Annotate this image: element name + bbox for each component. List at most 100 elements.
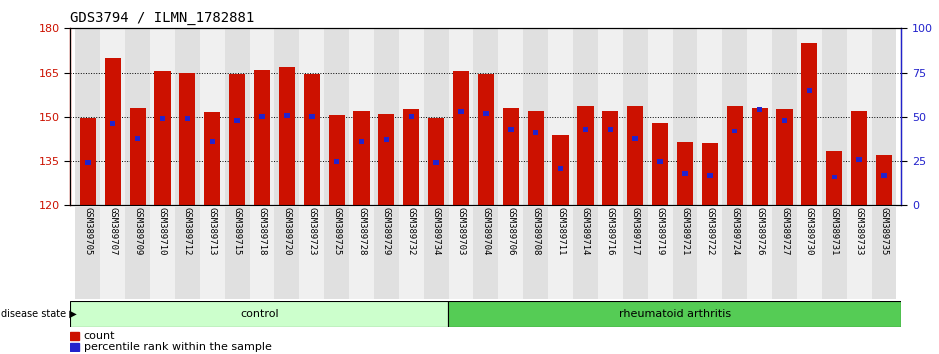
Bar xyxy=(533,130,538,135)
Text: GSM389735: GSM389735 xyxy=(880,207,888,256)
Bar xyxy=(657,159,663,164)
Bar xyxy=(70,343,79,351)
Bar xyxy=(652,123,669,205)
Bar xyxy=(502,108,519,205)
Text: GSM389718: GSM389718 xyxy=(257,207,267,256)
Text: GSM389707: GSM389707 xyxy=(108,207,117,256)
Bar xyxy=(548,207,573,299)
Bar xyxy=(882,173,886,178)
Bar xyxy=(598,28,623,205)
Bar xyxy=(150,207,175,299)
Bar xyxy=(279,67,295,205)
Bar xyxy=(826,151,842,205)
Bar xyxy=(309,114,315,119)
Bar xyxy=(801,43,818,205)
Bar xyxy=(573,28,598,205)
Bar xyxy=(449,207,473,299)
Bar xyxy=(160,116,165,121)
Bar xyxy=(259,114,265,119)
Bar xyxy=(847,207,871,299)
Bar xyxy=(250,28,274,205)
Bar xyxy=(822,28,847,205)
Bar xyxy=(378,114,394,205)
Bar xyxy=(374,28,399,205)
Bar xyxy=(329,115,345,205)
Bar xyxy=(250,207,274,299)
Text: GSM389711: GSM389711 xyxy=(556,207,565,256)
Bar xyxy=(484,111,488,116)
Bar xyxy=(235,118,239,123)
Text: GSM389725: GSM389725 xyxy=(332,207,341,256)
Text: count: count xyxy=(84,331,115,341)
Bar xyxy=(623,207,648,299)
Bar xyxy=(408,114,414,119)
Bar xyxy=(871,207,897,299)
Bar xyxy=(707,173,713,178)
Bar xyxy=(777,109,793,205)
Bar xyxy=(254,70,270,205)
Bar xyxy=(772,207,797,299)
Bar xyxy=(70,301,448,327)
Bar xyxy=(822,207,847,299)
Bar xyxy=(209,139,215,144)
Bar xyxy=(523,207,548,299)
Bar xyxy=(577,107,593,205)
Bar xyxy=(458,109,464,114)
Bar xyxy=(334,159,339,164)
Text: GSM389730: GSM389730 xyxy=(805,207,814,256)
Text: GSM389703: GSM389703 xyxy=(456,207,466,256)
Bar xyxy=(747,207,772,299)
Bar xyxy=(154,71,171,205)
Bar xyxy=(285,113,289,118)
Bar xyxy=(100,28,125,205)
Bar xyxy=(453,71,470,205)
Bar xyxy=(448,301,901,327)
Text: GSM389727: GSM389727 xyxy=(780,207,789,256)
Bar xyxy=(324,207,349,299)
Bar xyxy=(200,28,224,205)
Bar xyxy=(732,129,737,133)
Text: GSM389728: GSM389728 xyxy=(357,207,366,256)
Bar xyxy=(130,108,146,205)
Bar xyxy=(627,107,643,205)
Bar xyxy=(423,207,449,299)
Text: GSM389732: GSM389732 xyxy=(407,207,416,256)
Text: rheumatoid arthritis: rheumatoid arthritis xyxy=(619,309,731,319)
Text: GSM389722: GSM389722 xyxy=(705,207,715,256)
Bar xyxy=(434,160,439,165)
Bar xyxy=(722,28,747,205)
Bar xyxy=(200,207,224,299)
Bar xyxy=(135,136,140,141)
Text: GSM389733: GSM389733 xyxy=(854,207,864,256)
Text: GSM389710: GSM389710 xyxy=(158,207,167,256)
Bar xyxy=(473,207,499,299)
Bar xyxy=(847,28,871,205)
Bar xyxy=(672,207,698,299)
Bar xyxy=(782,118,787,123)
Bar xyxy=(104,58,121,205)
Bar xyxy=(449,28,473,205)
Bar xyxy=(403,109,420,205)
Bar xyxy=(648,207,672,299)
Text: GSM389724: GSM389724 xyxy=(731,207,739,256)
Bar xyxy=(797,28,822,205)
Bar xyxy=(698,28,722,205)
Text: GDS3794 / ILMN_1782881: GDS3794 / ILMN_1782881 xyxy=(70,11,254,25)
Bar xyxy=(623,28,648,205)
Bar xyxy=(384,137,389,142)
Bar xyxy=(224,28,250,205)
Bar xyxy=(722,207,747,299)
Text: GSM389705: GSM389705 xyxy=(84,207,92,256)
Bar xyxy=(558,166,563,171)
Bar xyxy=(772,28,797,205)
Text: GSM389704: GSM389704 xyxy=(482,207,490,256)
Bar xyxy=(110,121,115,126)
Bar xyxy=(677,142,693,205)
Text: disease state ▶: disease state ▶ xyxy=(1,309,77,319)
Bar xyxy=(100,207,125,299)
Bar xyxy=(701,143,718,205)
Bar xyxy=(478,74,494,205)
Bar xyxy=(747,28,772,205)
Text: GSM389716: GSM389716 xyxy=(606,207,615,256)
Bar xyxy=(473,28,499,205)
